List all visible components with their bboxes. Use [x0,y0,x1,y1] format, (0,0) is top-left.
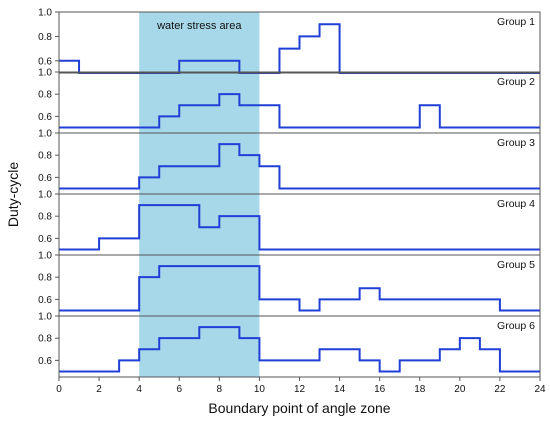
panels-layer [59,23,540,373]
group-2-label: Group 2 [497,76,535,88]
group-4-panel-frame [58,193,541,256]
group-6-y-tick-label: 1.0 [38,312,52,323]
group-3-y-tick-label: 0.8 [38,151,52,162]
group-5-series-line [59,265,540,312]
group-3-label: Group 3 [497,137,535,149]
group-1-label: Group 1 [497,16,535,28]
group-6-panel-frame [58,315,541,378]
group-2-y-tick-label: 0.6 [38,112,52,123]
group-5-y-tick-label: 0.8 [38,273,52,284]
x-tick-label: 10 [254,384,266,395]
x-tick-label: 0 [56,384,62,395]
group-1-y-tick-label: 0.8 [38,32,52,43]
group-2-series-line [59,93,540,129]
group-4-label: Group 4 [497,198,535,210]
x-tick-label: 16 [374,384,386,395]
group-4-series-line [59,204,540,251]
group-2-panel-frame [58,71,541,134]
x-tick-label: 22 [494,384,506,395]
group-4-y-tick-label: 0.8 [38,212,52,223]
x-tick-label: 8 [217,384,223,395]
x-axis-title: Boundary point of angle zone [208,400,390,416]
x-tick-label: 20 [454,384,466,395]
group-4-y-tick-label: 0.6 [38,234,52,245]
group-1-y-tick-label: 0.6 [38,56,52,67]
group-6-y-tick-label: 0.6 [38,356,52,367]
band-label: water stress area [156,20,242,32]
group-2-y-tick-label: 0.8 [38,90,52,101]
x-tick-label: 2 [96,384,102,395]
group-3-panel-frame [58,132,541,195]
group-1-series-line [59,23,540,74]
group-3-series-line [59,143,540,190]
group-6-label: Group 6 [497,320,535,332]
group-5-label: Group 5 [497,259,535,271]
y-axis-title: Duty-cycle [5,162,21,228]
x-tick-label: 6 [176,384,182,395]
group-4-y-tick-label: 1.0 [38,190,52,201]
group-3-y-tick-label: 1.0 [38,129,52,140]
group-5-y-tick-label: 0.6 [38,295,52,306]
x-tick-label: 14 [334,384,346,395]
x-tick-label: 4 [136,384,142,395]
axes-layer: 0.6 0.8 1.0 Group 1 0.6 0.8 1.0 Group 2 0.6 0.8 1.… [38,8,546,396]
group-1-panel-frame [58,11,541,74]
group-2-y-tick-label: 1.0 [38,68,52,79]
group-1-y-tick-label: 1.0 [38,8,52,19]
group-3-y-tick-label: 0.6 [38,173,52,184]
group-6-y-tick-label: 0.8 [38,334,52,345]
group-6-series-line [59,326,540,373]
x-tick-label: 12 [294,384,306,395]
x-tick-label: 18 [414,384,426,395]
x-tick-label: 24 [534,384,546,395]
group-5-y-tick-label: 1.0 [38,251,52,262]
